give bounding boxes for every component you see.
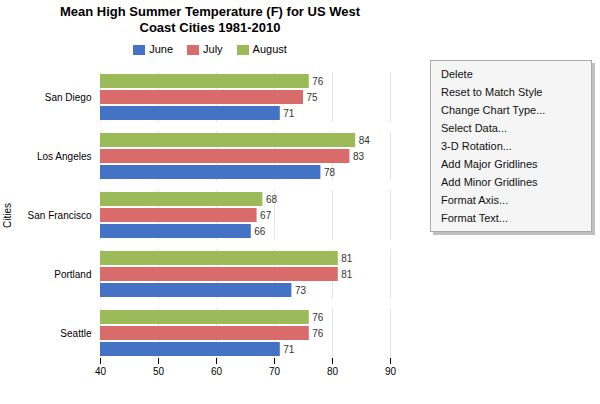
html-text:3-D Rotation...: 3-D Rotation...: [441, 140, 512, 152]
html-text:Select Data...: Select Data...: [441, 122, 507, 134]
svg-text:Seattle: Seattle: [60, 328, 92, 339]
html-text:June: June: [149, 43, 173, 55]
svg-text:76: 76: [312, 76, 324, 87]
html-text:Format Text...: Format Text...: [441, 212, 508, 224]
svg-text:73: 73: [295, 285, 307, 296]
html-text:Delete: Delete: [441, 68, 473, 80]
svg-text:Los Angeles: Los Angeles: [37, 151, 92, 162]
svg-text:70: 70: [269, 366, 281, 377]
svg-text:81: 81: [341, 269, 353, 280]
svg-text:80: 80: [327, 366, 339, 377]
svg-text:84: 84: [359, 135, 371, 146]
html-text:August: August: [252, 43, 287, 55]
svg-text:78: 78: [324, 167, 336, 178]
html-text:July: July: [203, 43, 223, 55]
svg-text:50: 50: [153, 366, 165, 377]
svg-text:67: 67: [260, 210, 272, 221]
svg-text:83: 83: [353, 151, 365, 162]
svg-text:Cities: Cities: [2, 203, 13, 228]
html-text:Format Axis...: Format Axis...: [441, 194, 509, 206]
svg-text:71: 71: [283, 108, 295, 119]
svg-text:Portland: Portland: [54, 269, 91, 280]
svg-text:66: 66: [254, 226, 266, 237]
svg-text:76: 76: [312, 312, 324, 323]
svg-text:San Diego: San Diego: [45, 92, 92, 103]
html-text:Change Chart Type...: Change Chart Type...: [441, 104, 546, 116]
svg-text:81: 81: [341, 253, 353, 264]
html-text:Add Minor Gridlines: Add Minor Gridlines: [441, 176, 538, 188]
svg-text:40: 40: [95, 366, 107, 377]
svg-text:75: 75: [307, 92, 319, 103]
html-text:Add Major Gridlines: Add Major Gridlines: [441, 158, 538, 170]
svg-text:76: 76: [312, 328, 324, 339]
svg-text:71: 71: [283, 344, 295, 355]
svg-text:90: 90: [385, 366, 397, 377]
svg-text:San Francisco: San Francisco: [28, 210, 92, 221]
html-text:Reset to Match Style: Reset to Match Style: [441, 86, 543, 98]
html-text:Mean High Summer Temperature (: Mean High Summer Temperature (F) for US …: [60, 4, 360, 35]
svg-text:60: 60: [211, 366, 223, 377]
svg-text:68: 68: [266, 194, 278, 205]
